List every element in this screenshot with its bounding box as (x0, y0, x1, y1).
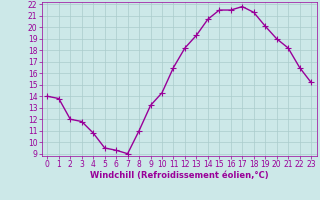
X-axis label: Windchill (Refroidissement éolien,°C): Windchill (Refroidissement éolien,°C) (90, 171, 268, 180)
